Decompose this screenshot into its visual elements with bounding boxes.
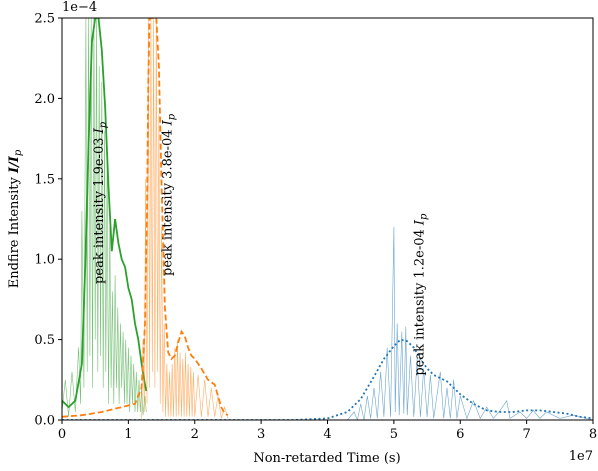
- series-1-envelope: [62, 18, 229, 418]
- peak-annotation-sub: p: [167, 113, 178, 120]
- y-axis: 0.0 0.5 1.0 1.5 2.0 2.5: [34, 12, 62, 429]
- peak-annotation-2: peak intensity 1.2e-04 Ip: [413, 213, 430, 376]
- x-tick-label: 0: [58, 427, 66, 442]
- series-2-envelope: [62, 338, 593, 420]
- series-layer: [62, 18, 593, 420]
- x-tick-label: 8: [589, 427, 597, 442]
- x-tick-label: 6: [456, 427, 464, 442]
- y-tick-label: 0.5: [34, 333, 55, 348]
- y-tick-label: 2.0: [34, 92, 55, 107]
- y-tick-label: 2.5: [34, 12, 55, 27]
- x-tick-label: 2: [191, 427, 199, 442]
- x-tick-label: 7: [522, 427, 530, 442]
- peak-annotation-math: I: [92, 127, 107, 134]
- y-tick-label: 0.0: [34, 414, 55, 429]
- y-axis-label-sub: p: [13, 149, 24, 156]
- x-tick-label: 3: [257, 427, 265, 442]
- peak-annotation-text: peak intensity 3.8e-04: [161, 125, 176, 276]
- y-axis-label-math: I/I: [7, 155, 22, 174]
- series-2-fast-signal: [347, 226, 593, 420]
- x-tick-label: 1: [124, 427, 132, 442]
- peak-annotation-0: peak intensity 1.9e-03 Ip: [92, 121, 109, 284]
- y-tick-label: 1.0: [34, 253, 55, 268]
- series-1-fast-signal: [141, 18, 229, 420]
- peak-annotation-math: I: [161, 119, 176, 126]
- peak-annotation-1: peak intensity 3.8e-04 Ip: [161, 113, 178, 276]
- x-axis-label: Non-retarded Time (s): [253, 451, 400, 466]
- peak-annotation-math: I: [413, 219, 428, 226]
- peak-annotation-text: peak intensity 1.9e-03: [92, 133, 107, 284]
- y-axis-label: Endfire Intensity I/Ip: [7, 149, 24, 288]
- x-tick-label: 4: [323, 427, 331, 442]
- y-offset-label: 1e−4: [62, 0, 97, 15]
- peak-annotation-sub: p: [98, 121, 109, 128]
- y-axis-label-prefix: Endfire Intensity: [7, 173, 22, 288]
- peak-annotation-text: peak intensity 1.2e-04: [413, 225, 428, 376]
- x-offset-label: 1e7: [569, 449, 593, 464]
- series-0-envelope: [62, 18, 148, 409]
- x-tick-label: 5: [390, 427, 398, 442]
- peak-annotation-sub: p: [419, 213, 430, 220]
- y-tick-label: 1.5: [34, 172, 55, 187]
- x-axis: 0 1 2 3 4 5 6 7 8: [58, 420, 597, 442]
